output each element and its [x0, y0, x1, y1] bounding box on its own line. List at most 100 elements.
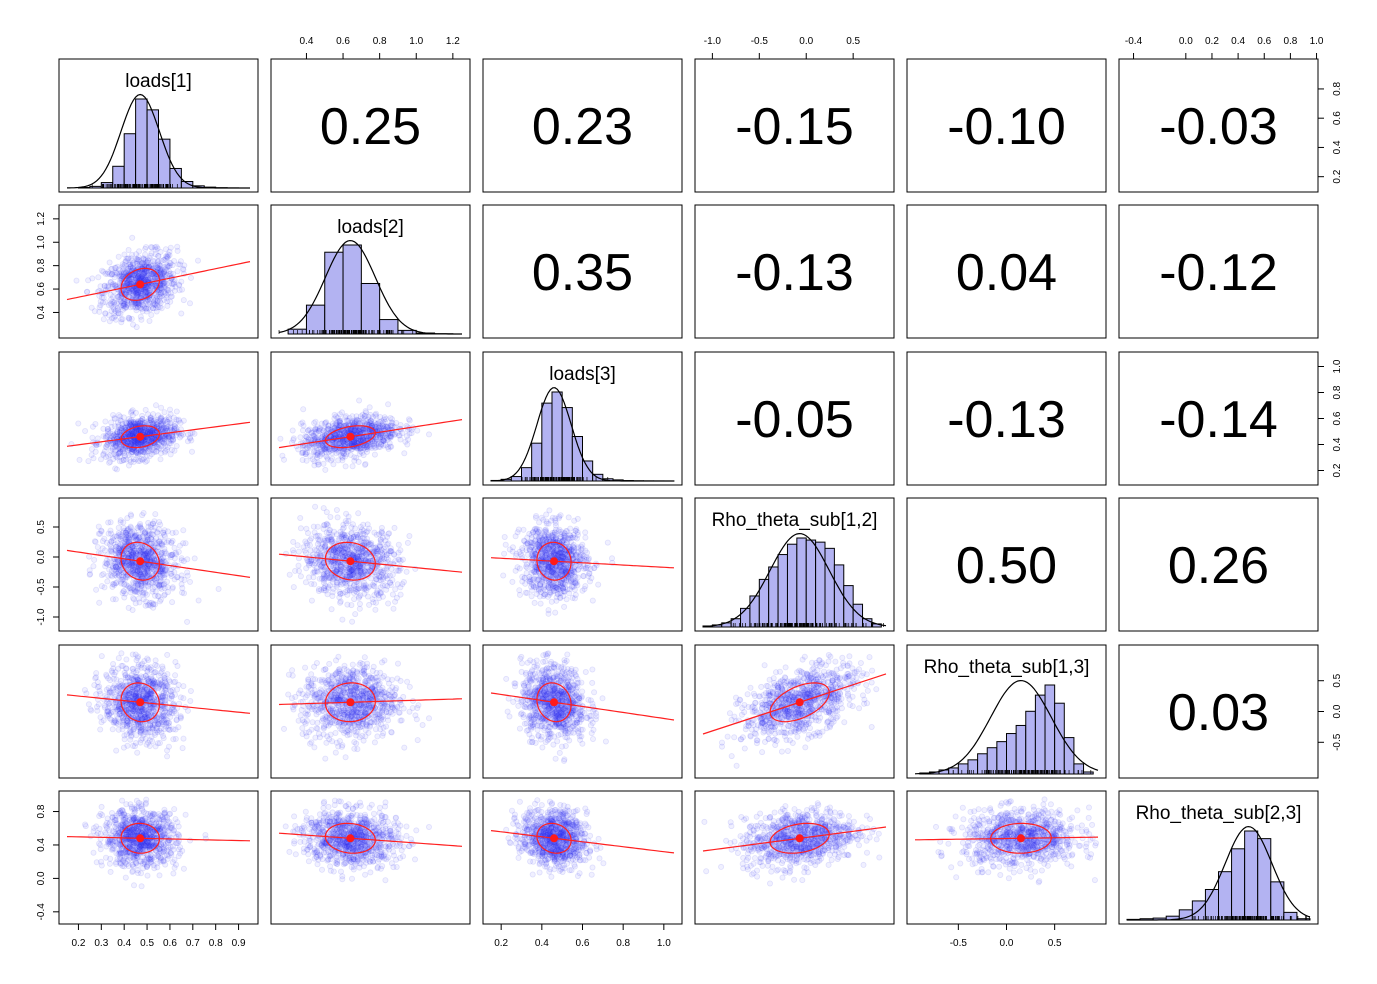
data-point: [141, 286, 148, 293]
data-point: [148, 416, 155, 423]
data-point: [148, 311, 155, 318]
data-point: [160, 268, 167, 275]
data-point: [297, 573, 304, 580]
data-point: [133, 259, 140, 266]
histogram-bar: [551, 391, 563, 482]
data-point: [305, 436, 312, 443]
data-point: [121, 261, 128, 268]
panel-1-2: 0.25: [270, 58, 471, 193]
data-point: [191, 555, 198, 562]
data-point: [116, 304, 123, 311]
panel-4-1: [58, 497, 259, 632]
data-point: [126, 277, 133, 284]
data-point: [135, 256, 142, 263]
data-point: [342, 564, 349, 571]
data-point: [312, 418, 319, 425]
panel-1-1: loads[1]: [58, 58, 259, 193]
data-point: [187, 435, 194, 442]
data-point: [138, 273, 145, 280]
data-point: [134, 291, 141, 298]
data-point: [154, 262, 161, 269]
data-point: [371, 451, 378, 458]
data-point: [135, 595, 142, 602]
data-point: [302, 579, 309, 586]
data-point: [150, 604, 157, 611]
correlation-value: 0.23: [532, 98, 633, 156]
data-point: [339, 616, 346, 623]
data-point: [136, 248, 143, 255]
data-point: [118, 417, 125, 424]
data-point: [151, 272, 158, 279]
data-point: [134, 293, 141, 300]
density-curve: [67, 93, 250, 189]
data-point: [148, 271, 155, 278]
panel-3-4: -0.05: [694, 351, 895, 486]
data-point: [126, 274, 133, 281]
data-point: [318, 563, 325, 570]
data-point: [151, 264, 158, 271]
data-point: [140, 589, 147, 596]
data-point: [406, 533, 413, 540]
data-point: [364, 593, 371, 600]
data-point: [156, 293, 163, 300]
data-point: [152, 402, 159, 409]
histogram-bar: [180, 180, 194, 189]
data-point: [102, 418, 109, 425]
data-point: [104, 270, 111, 277]
data-point: [174, 268, 181, 275]
data-point: [128, 257, 135, 264]
data-point: [132, 287, 139, 294]
data-point: [372, 411, 379, 418]
data-point: [130, 261, 137, 268]
data-point: [105, 519, 112, 526]
mean-point: [136, 557, 145, 566]
data-point: [111, 282, 118, 289]
data-point: [171, 279, 178, 286]
data-point: [133, 550, 140, 557]
data-point: [124, 267, 131, 274]
histogram-bar: [324, 251, 344, 335]
data-point: [357, 528, 364, 535]
data-point: [298, 450, 305, 457]
data-point: [368, 540, 375, 547]
histogram-bar: [531, 442, 543, 482]
data-point: [130, 290, 137, 297]
data-point: [101, 282, 108, 289]
data-point: [95, 274, 102, 281]
data-point: [138, 260, 145, 267]
data-point: [119, 299, 126, 306]
data-point: [120, 423, 127, 430]
data-point: [357, 592, 364, 599]
data-point: [136, 272, 143, 279]
data-point: [126, 288, 133, 295]
data-point: [108, 538, 115, 545]
data-point: [118, 319, 125, 326]
data-point: [163, 578, 170, 585]
data-point: [127, 409, 134, 416]
data-point: [396, 556, 403, 563]
data-point: [140, 573, 147, 580]
data-point: [142, 305, 149, 312]
data-point: [319, 433, 326, 440]
data-point: [150, 258, 157, 265]
data-point: [127, 290, 134, 297]
mean-point: [136, 432, 145, 441]
data-point: [348, 530, 355, 537]
data-point: [97, 302, 104, 309]
data-point: [105, 572, 112, 579]
data-point: [294, 542, 301, 549]
data-point: [175, 261, 182, 268]
data-point: [164, 253, 171, 260]
data-point: [133, 295, 140, 302]
data-point: [76, 456, 83, 463]
data-point: [359, 414, 366, 421]
data-point: [165, 537, 172, 544]
data-point: [184, 618, 191, 625]
correlation-value: 0.04: [956, 244, 1057, 302]
data-point: [121, 300, 128, 307]
data-point: [121, 446, 128, 453]
panel-2-4: -0.13: [694, 204, 895, 339]
data-point: [99, 545, 106, 552]
data-point: [129, 303, 136, 310]
data-point: [404, 539, 411, 546]
